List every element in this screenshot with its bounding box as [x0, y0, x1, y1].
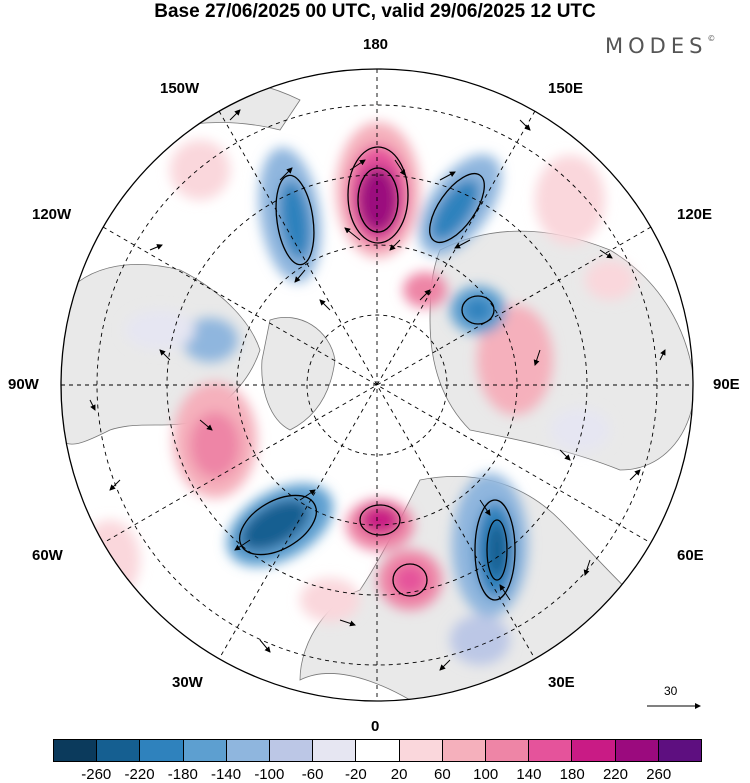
wind-vectors: [89, 109, 666, 671]
colorbar-tick-label: 60: [434, 766, 451, 783]
lon-label-30e: 30E: [548, 674, 575, 691]
colorbar-tick-label: 220: [602, 766, 628, 783]
graticule: [61, 69, 693, 701]
colorbar-swatch: [658, 740, 702, 761]
colorbar: [53, 739, 702, 762]
colorbar-tick-label: -100: [254, 766, 285, 783]
height-contours: [239, 146, 516, 601]
colorbar-tick-label: 180: [559, 766, 585, 783]
colorbar-tick-label: -180: [167, 766, 198, 783]
colorbar-tick-label: -220: [124, 766, 155, 783]
colorbar-swatch: [183, 740, 227, 761]
lon-label-left: 90W: [8, 376, 39, 393]
colorbar-tick-label: -60: [301, 766, 324, 783]
lon-label-30w: 30W: [172, 674, 203, 691]
colorbar-swatch: [572, 740, 616, 761]
colorbar-swatch: [615, 740, 659, 761]
colorbar-tick-label: -140: [211, 766, 242, 783]
lon-label-60e: 60E: [677, 547, 704, 564]
colorbar-swatch: [54, 740, 98, 761]
brand-text: MODES: [605, 34, 708, 58]
brand-mark: ©: [707, 34, 716, 43]
colorbar-swatch: [140, 740, 184, 761]
lon-label-150w: 150W: [160, 80, 200, 97]
colorbar-tick-label: 100: [473, 766, 499, 783]
map-border: [60, 68, 694, 702]
colorbar-tick-label: -260: [81, 766, 112, 783]
colorbar-swatch: [270, 740, 314, 761]
colorbar-tick-label: 260: [646, 766, 672, 783]
lon-label-bottom: 0: [371, 718, 380, 735]
reference-vector-label: 30: [664, 684, 678, 698]
colorbar-tick-label: -20: [345, 766, 367, 783]
lon-label-right: 90E: [713, 376, 740, 393]
map-title: Base 27/06/2025 00 UTC, valid 29/06/2025…: [154, 1, 596, 22]
colorbar-swatch: [356, 740, 400, 761]
lon-label-top: 180: [363, 36, 389, 53]
colorbar-swatch: [529, 740, 573, 761]
colorbar-tick-label: 20: [390, 766, 408, 783]
colorbar-swatch: [97, 740, 141, 761]
colorbar-swatch: [486, 740, 530, 761]
map-disc: [61, 69, 693, 701]
colorbar-swatch: [313, 740, 357, 761]
brand-logo: MODES©: [605, 34, 715, 58]
lon-label-150e: 150E: [548, 80, 584, 97]
colorbar-tick-label: 140: [516, 766, 542, 783]
colorbar-swatch: [399, 740, 443, 761]
colorbar-swatch: [442, 740, 487, 761]
lon-label-120e: 120E: [677, 206, 713, 223]
colorbar-swatch: [226, 740, 271, 761]
lon-label-120w: 120W: [32, 206, 72, 223]
lon-label-60w: 60W: [32, 547, 63, 564]
